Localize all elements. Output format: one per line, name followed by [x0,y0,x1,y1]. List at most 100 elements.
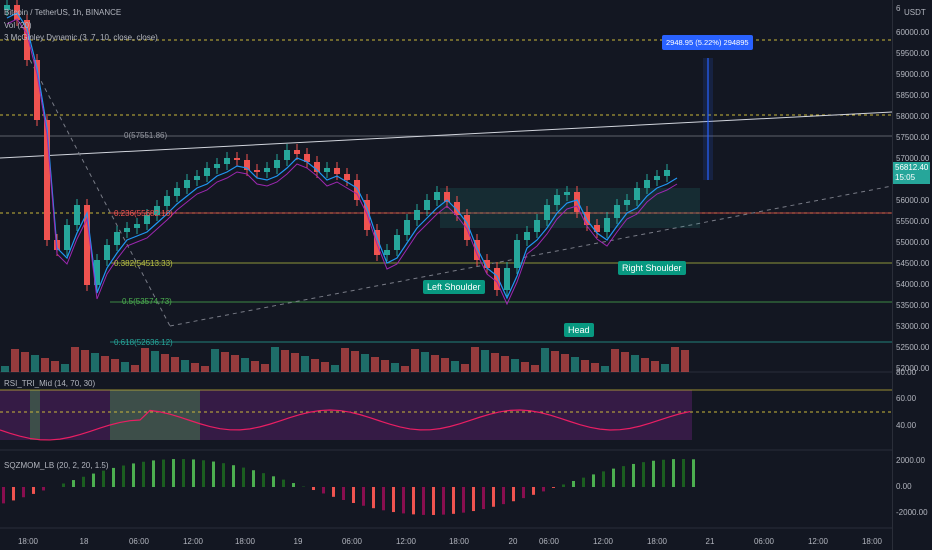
sqz-bar [162,459,165,487]
sqz-bar [502,487,505,505]
sqz-bar [602,471,605,487]
sqzmom-indicator-label[interactable]: SQZMOM_LB (20, 2, 20, 1.5) [4,461,109,470]
price-tick: 58000.00 [896,112,930,121]
volume-bar [71,347,79,372]
candle [514,240,520,268]
sqz-bar [22,487,25,498]
time-tick: 18:00 [861,537,883,546]
candle [234,158,240,160]
sqz-bar [82,476,85,487]
sqz-bar [672,459,675,487]
volume-bar [551,351,559,372]
volume-bar [241,358,249,372]
volume-bar [21,352,29,372]
candle [504,268,510,290]
volume-bar [151,351,159,372]
sqz-bar [32,487,35,494]
candle [134,224,140,228]
candle [264,168,270,172]
candle [464,215,470,240]
sqz-tick: 0.00 [896,482,912,491]
candle [74,205,80,225]
trend-line [169,185,893,327]
volume-bar [261,364,269,372]
sqz-bar [132,463,135,487]
volume-bar [331,365,339,372]
time-tick: 21 [705,537,715,546]
candle [44,120,50,240]
candle [64,225,70,250]
price-axis[interactable]: 6 60000.00 59500.00 59000.00 58500.00 58… [892,0,932,550]
candle [494,268,500,290]
mcginley-indicator-label[interactable]: 3 McGinley Dynamic (3, 7, 10, close, clo… [4,33,158,42]
candle [4,5,10,10]
volume-bar [631,355,639,372]
candle [354,180,360,200]
candle [584,212,590,225]
volume-bar [681,350,689,372]
rsi-indicator-label[interactable]: RSI_TRI_Mid (14, 70, 30) [4,379,96,388]
symbol-title[interactable]: Bitcoin / TetherUS, 1h, BINANCE [4,8,122,17]
sqz-bar [2,487,5,504]
candle [484,260,490,268]
sqz-bar [272,476,275,487]
rsi-band [0,390,692,440]
sqz-bar [242,467,245,487]
price-tick: 53500.00 [896,301,930,310]
sqz-bar [312,487,315,491]
candle [124,228,130,232]
measure-label[interactable]: 2948.95 (5.22%) 294895 [662,35,753,50]
volume-bar [481,350,489,372]
sqz-bar [282,479,285,487]
candle [574,192,580,212]
sqz-bar [392,487,395,513]
sqz-bar [472,487,475,512]
sqz-bar [182,459,185,487]
candle [544,205,550,220]
candle [194,176,200,180]
candle [564,192,570,195]
head-label[interactable]: Head [564,323,594,337]
fib-level-0382: 0.382(54513.33) [114,259,173,268]
price-tick: 59000.00 [896,70,930,79]
candle [644,180,650,188]
volume-bar [591,363,599,372]
fib-level-0: 0(57551.86) [124,131,168,140]
price-tick: 53000.00 [896,322,930,331]
volume-bar [441,358,449,372]
price-tick: 52000.00 [896,364,930,373]
candle [314,162,320,172]
sqz-bar [542,487,545,492]
price-tick: 56000.00 [896,196,930,205]
candle [474,240,480,260]
sqz-bar [42,487,45,491]
volume-bar [321,362,329,372]
price-tick: 60000.00 [896,28,930,37]
volume-indicator-label[interactable]: Vol (20) [4,21,32,30]
right-shoulder-label[interactable]: Right Shoulder [618,261,686,275]
ma-line [6,12,678,300]
left-shoulder-label[interactable]: Left Shoulder [423,280,485,294]
price-tick: 57000.00 [896,154,930,163]
candle [304,154,310,162]
sqz-bar [142,461,145,487]
sqz-bar [362,487,365,506]
price-tick: 52500.00 [896,343,930,352]
volume-bar [221,352,229,372]
volume-bar [571,357,579,372]
sqz-bar [662,459,665,487]
price-tick: 54500.00 [896,259,930,268]
sqz-bar [622,466,625,487]
volume-bar [411,349,419,372]
sqz-bar [122,465,125,487]
sqz-bar [172,459,175,487]
volume-bar [471,347,479,372]
candle [664,170,670,176]
volume-bar [361,354,369,372]
volume-bar [431,355,439,372]
candle [534,220,540,232]
time-tick: 18 [79,537,89,546]
volume-bar [11,349,19,372]
sqz-bar [222,463,225,487]
